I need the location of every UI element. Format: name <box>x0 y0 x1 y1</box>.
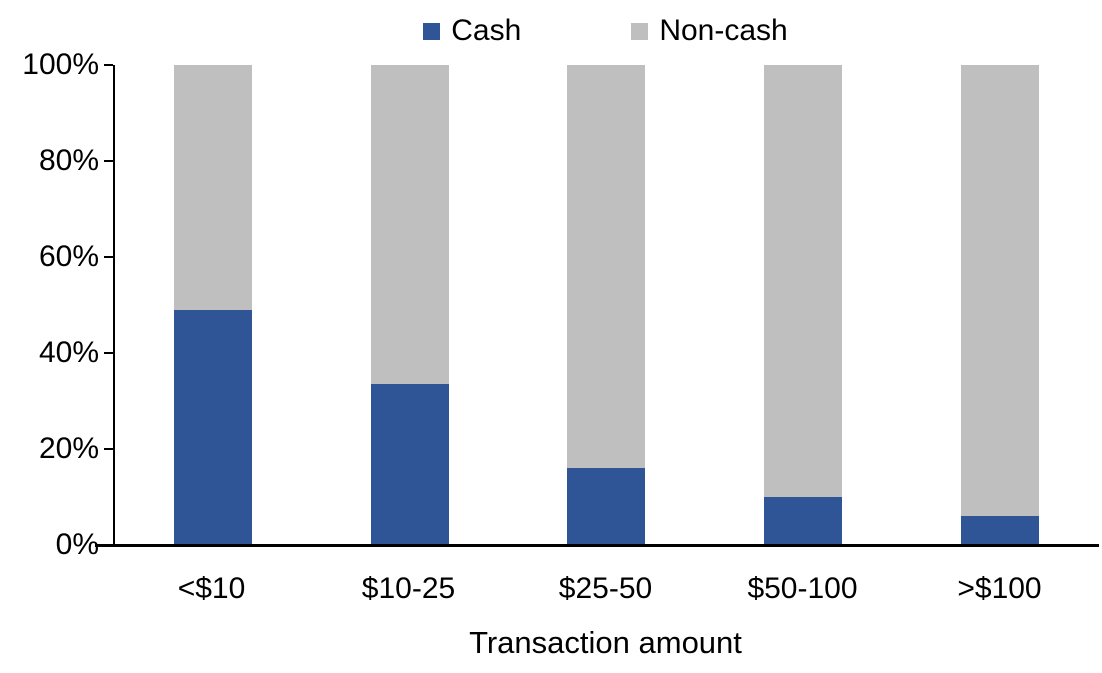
bar-segment-non-cash-25-50 <box>567 65 646 469</box>
bar-slot-25-50 <box>508 65 705 545</box>
bar-10 <box>174 65 253 545</box>
bar-segment-cash-10-25 <box>370 384 449 545</box>
legend-label-cash: Cash <box>451 14 522 47</box>
y-axis-tick <box>104 448 113 450</box>
bar-segment-non-cash-100 <box>960 65 1039 517</box>
y-axis-tick-label: 80% <box>38 144 99 177</box>
y-axis-tick-label: 40% <box>38 336 99 369</box>
bar-segment-non-cash-10 <box>174 65 253 310</box>
legend-item-cash: Cash <box>423 13 521 49</box>
bar-segment-cash-50-100 <box>764 497 843 545</box>
legend-item-non-cash: Non-cash <box>631 13 788 49</box>
y-axis-tick <box>104 352 113 354</box>
y-axis-tick <box>104 256 113 258</box>
bar-25-50 <box>567 65 646 545</box>
bar-slot-10-25 <box>312 65 509 545</box>
x-axis-tick-label-10-25: $10-25 <box>361 572 456 605</box>
bar-segment-cash-10 <box>174 309 253 545</box>
x-axis-tick-label-10: <$10 <box>177 572 246 605</box>
x-axis-tick-label-25-50: $25-50 <box>558 572 653 605</box>
y-axis-tick <box>104 160 113 162</box>
y-axis-tick <box>104 64 113 66</box>
bar-50-100 <box>764 65 843 545</box>
bar-segment-cash-100 <box>960 516 1039 545</box>
y-axis-tick <box>104 544 113 546</box>
y-axis-tick-label: 20% <box>38 432 99 465</box>
y-axis-line <box>113 65 115 547</box>
x-axis-tick-label-50-100: $50-100 <box>747 572 858 605</box>
bar-slot-100 <box>901 65 1098 545</box>
bar-segment-non-cash-10-25 <box>370 65 449 385</box>
x-axis-title: Transaction amount <box>469 625 742 660</box>
bar-segment-cash-25-50 <box>567 468 646 545</box>
legend-label-non-cash: Non-cash <box>659 14 788 47</box>
bar-segment-non-cash-50-100 <box>764 65 843 497</box>
chart-legend: Cash Non-cash <box>113 13 1098 49</box>
bar-100 <box>960 65 1039 545</box>
y-axis-tick-label: 0% <box>55 528 99 561</box>
y-axis-tick-label: 100% <box>22 48 99 81</box>
y-axis-tick-label: 60% <box>38 240 99 273</box>
bar-slot-50-100 <box>705 65 902 545</box>
bar-slot-10 <box>115 65 312 545</box>
bar-10-25 <box>370 65 449 545</box>
bars-container <box>115 65 1098 545</box>
legend-swatch-cash-icon <box>423 22 441 40</box>
legend-swatch-non-cash-icon <box>631 22 649 40</box>
x-axis-tick-label-100: >$100 <box>957 572 1042 605</box>
x-axis-line <box>95 544 1099 547</box>
plot-area: 0% 20% 40% 60% 80% 100% <$10 $10-25 $25-50 $50-10… <box>22 48 1099 605</box>
